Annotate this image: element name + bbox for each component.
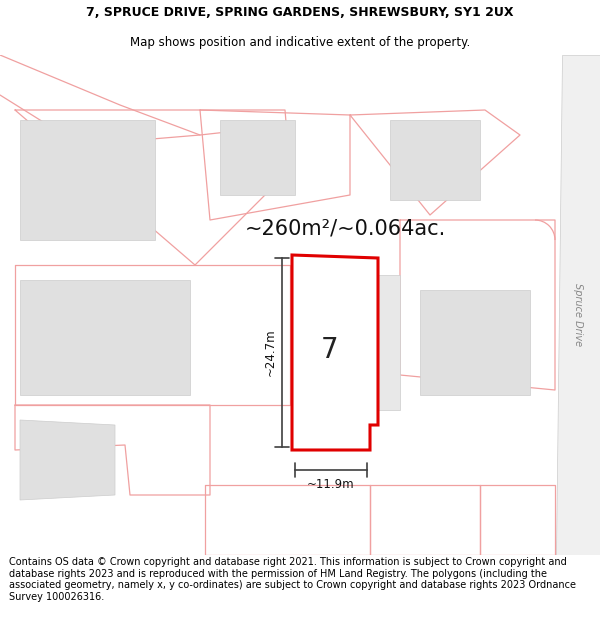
Polygon shape (292, 255, 378, 450)
Text: Contains OS data © Crown copyright and database right 2021. This information is : Contains OS data © Crown copyright and d… (9, 557, 576, 602)
Polygon shape (220, 120, 295, 195)
Text: ~11.9m: ~11.9m (307, 479, 355, 491)
Polygon shape (420, 290, 530, 395)
Text: 7: 7 (321, 336, 339, 364)
Polygon shape (556, 55, 600, 555)
Text: Map shows position and indicative extent of the property.: Map shows position and indicative extent… (130, 36, 470, 49)
Text: 7, SPRUCE DRIVE, SPRING GARDENS, SHREWSBURY, SY1 2UX: 7, SPRUCE DRIVE, SPRING GARDENS, SHREWSB… (86, 6, 514, 19)
Text: ~260m²/~0.064ac.: ~260m²/~0.064ac. (245, 218, 446, 238)
Text: ~24.7m: ~24.7m (263, 329, 277, 376)
Polygon shape (390, 120, 480, 200)
Polygon shape (295, 275, 400, 410)
Polygon shape (20, 280, 190, 395)
Polygon shape (20, 120, 155, 240)
Polygon shape (20, 420, 115, 500)
Text: Spruce Drive: Spruce Drive (573, 284, 583, 346)
